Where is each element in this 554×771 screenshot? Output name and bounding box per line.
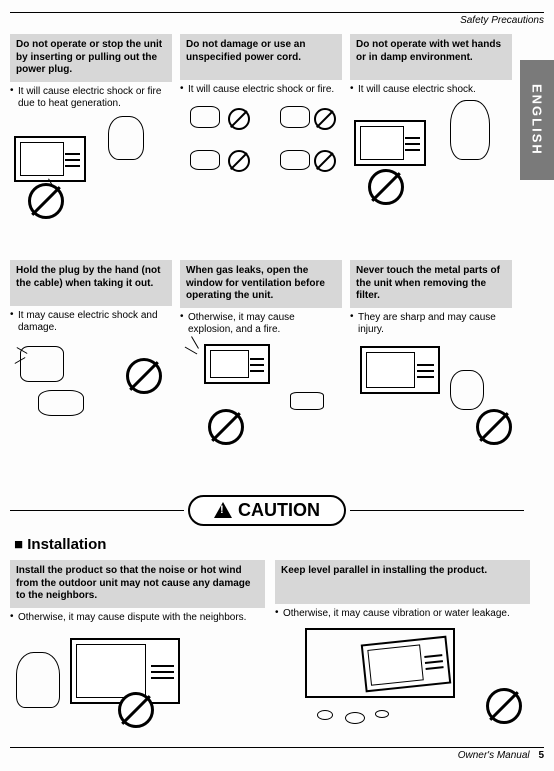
warning-cell: Install the product so that the noise or… (10, 560, 265, 728)
caution-label: CAUTION (238, 500, 320, 521)
warning-cell: Do not operate or stop the unit by inser… (10, 34, 172, 219)
caution-divider: CAUTION (10, 494, 524, 526)
warning-illustration (350, 340, 512, 445)
warning-cell: Hold the plug by the hand (not the cable… (10, 260, 172, 445)
warning-consequence: They are sharp and may cause injury. (350, 308, 512, 340)
warning-cell: Never touch the metal parts of the unit … (350, 260, 512, 445)
warning-illustration (10, 628, 265, 728)
warning-illustration (180, 340, 342, 445)
warning-heading: When gas leaks, open the window for vent… (180, 260, 342, 308)
warning-heading: Hold the plug by the hand (not the cable… (10, 260, 172, 306)
warning-heading: Never touch the metal parts of the unit … (350, 260, 512, 308)
warning-cell: Do not operate with wet hands or in damp… (350, 34, 512, 219)
installation-row: Install the product so that the noise or… (10, 560, 530, 728)
warning-consequence: Otherwise, it may cause dispute with the… (10, 608, 265, 628)
warning-cell: Keep level parallel in installing the pr… (275, 560, 530, 728)
header-title: Safety Precautions (460, 15, 544, 26)
warning-consequence: It will cause electric shock or fire due… (10, 82, 172, 114)
warning-illustration (350, 100, 512, 205)
header: Safety Precautions (10, 12, 544, 26)
warning-consequence: Otherwise, it may cause vibration or wat… (275, 604, 530, 624)
page-number: 5 (538, 750, 544, 761)
language-tab-text: ENGLISH (530, 84, 545, 156)
warning-row-1: Do not operate or stop the unit by inser… (10, 34, 512, 219)
section-heading: Installation (14, 536, 106, 553)
warning-illustration (10, 114, 172, 219)
warning-consequence: Otherwise, it may cause explosion, and a… (180, 308, 342, 340)
warning-cell: When gas leaks, open the window for vent… (180, 260, 342, 445)
footer: Owner's Manual 5 (10, 747, 544, 761)
warning-illustration (275, 624, 530, 724)
warning-heading: Do not damage or use an unspecified powe… (180, 34, 342, 80)
warning-heading: Install the product so that the noise or… (10, 560, 265, 608)
warning-heading: Do not operate or stop the unit by inser… (10, 34, 172, 82)
language-tab: ENGLISH (520, 60, 554, 180)
caution-pill: CAUTION (188, 495, 346, 526)
warning-row-2: Hold the plug by the hand (not the cable… (10, 260, 512, 445)
warning-consequence: It may cause electric shock and damage. (10, 306, 172, 338)
warning-cell: Do not damage or use an unspecified powe… (180, 34, 342, 219)
warning-illustration (10, 338, 172, 443)
warning-consequence: It will cause electric shock. (350, 80, 512, 100)
footer-label: Owner's Manual (458, 750, 530, 761)
warning-consequence: It will cause electric shock or fire. (180, 80, 342, 100)
warning-heading: Keep level parallel in installing the pr… (275, 560, 530, 604)
warning-illustration (180, 100, 342, 205)
warning-heading: Do not operate with wet hands or in damp… (350, 34, 512, 80)
warning-triangle-icon (214, 502, 232, 518)
